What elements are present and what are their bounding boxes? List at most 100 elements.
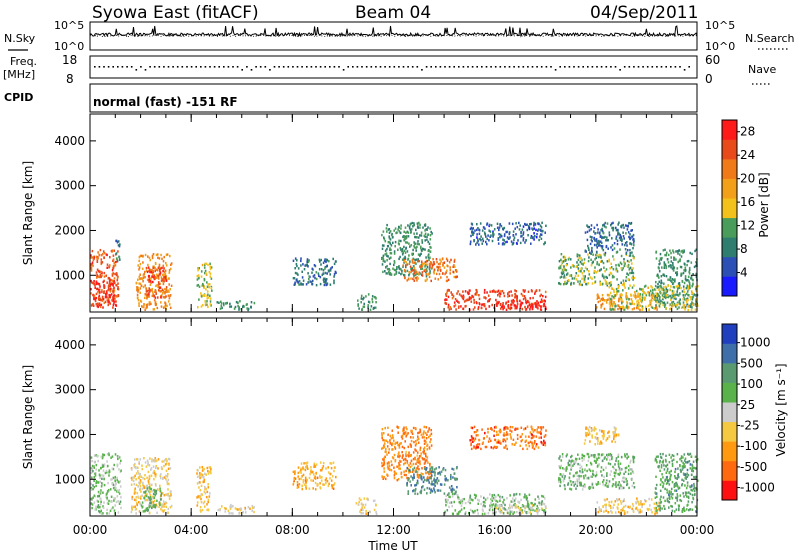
power-colorbar-tick: 20 [740,172,755,186]
velocity-colorbar-segment [722,480,737,501]
power-region [444,288,547,312]
nsearch-label: N.Search [745,32,795,45]
power-colorbar-segment [722,159,737,179]
velocity-colorbar-tick: 100 [740,377,763,391]
freq-series [94,66,690,71]
velocity-region [469,425,547,451]
power-colorbar-tick: 28 [740,125,755,139]
power-ytick-label: 3000 [54,179,85,193]
velocity-colorbar-tick: -1000 [740,481,775,495]
power-region [135,253,173,311]
cpid-text: normal (fast) -151 RF [93,95,238,109]
power-colorbar-segment [722,276,737,297]
power-colorbar-segment [722,256,737,277]
beam-title: Beam 04 [355,3,431,23]
velocity-colorbar-tick: -500 [740,460,767,474]
power-colorbar-segment [722,217,737,238]
x-tick-label: 12:00 [376,523,411,537]
x-tick-label: 08:00 [275,523,310,537]
velocity-ytick-label: 4000 [54,338,85,352]
nsky-series [89,25,698,38]
power-colorbar-tick: 4 [740,266,748,280]
power-region [402,257,458,283]
x-tick-label: 16:00 [477,523,512,537]
velocity-colorbar-segment [722,441,737,462]
velocity-colorbar-tick: -100 [740,439,767,453]
freq-label-2: [MHz] [3,68,35,81]
nsky-panel: N.Sky 10^5 10^0 10^5 10^0 N.Search [4,19,795,53]
nave-tick-top: 60 [705,53,720,67]
velocity-region [381,425,433,482]
date-title: 04/Sep/2011 [590,3,698,23]
power-colorbar-segment [722,120,737,140]
cpid-panel: CPID normal (fast) -151 RF [4,83,698,113]
velocity-region [583,425,620,446]
velocity-ytick-label: 2000 [54,427,85,441]
station-title: Syowa East (fitACF) [92,3,259,23]
power-region [115,239,121,262]
power-region [495,300,547,311]
velocity-ytick-label: 3000 [54,383,85,397]
power-ytick-label: 4000 [54,134,85,148]
velocity-ylabel: Slant Range [km] [21,365,35,469]
power-colorbar: 4 8 12 16 20 24 28 [721,119,755,297]
x-tick-label: 00:00 [680,523,715,537]
power-colorbar-label: Power [dB] [757,172,771,237]
nave-label: Nave [748,63,776,76]
power-region [584,221,635,255]
nsky-left-tick-top: 10^5 [54,19,84,32]
velocity-colorbar: 1000 500 100 25 -25 -100 -500 -1000 [721,323,775,501]
velocity-region [406,466,458,496]
velocity-region [217,503,255,515]
velocity-region [90,452,122,515]
freq-tick-top: 18 [62,53,77,67]
velocity-region [558,452,636,491]
power-ytick-label: 1000 [54,268,85,282]
velocity-colorbar-segment [722,324,737,344]
velocity-heatmap [90,425,699,516]
power-ylabel: Slant Range [km] [21,161,35,265]
freq-label-1: Freq. [10,55,37,68]
velocity-region [292,461,337,491]
power-colorbar-segment [722,237,737,258]
power-region [292,257,337,287]
power-region [558,253,636,287]
x-tick-label: 04:00 [174,523,209,537]
power-panel: 1000 2000 3000 4000 Slant Range [km] 4 8 12 16… [21,113,771,313]
nave-tick-bottom: 0 [705,72,713,86]
power-region [196,262,213,309]
velocity-region [495,503,547,515]
nsky-right-tick-bottom: 10^0 [705,40,735,53]
power-colorbar-segment [722,198,737,219]
freq-tick-bottom: 8 [66,72,74,86]
power-region [90,279,117,309]
velocity-colorbar-segment [722,343,737,364]
x-tick-label: 20:00 [579,523,614,537]
velocity-region [140,486,163,513]
power-region [608,284,699,312]
nsky-label: N.Sky [4,32,36,45]
power-region [469,221,547,246]
velocity-panel: 1000 2000 3000 4000 00:00 04:00 08:00 12:00 16:0… [21,317,788,553]
velocity-region [444,492,547,516]
power-region [216,300,256,312]
velocity-region [130,457,173,515]
velocity-colorbar-tick: 500 [740,356,763,370]
power-colorbar-segment [722,178,737,199]
velocity-colorbar-label: Velocity [m s⁻¹] [774,363,788,456]
x-axis-label: Time UT [367,539,418,553]
velocity-colorbar-segment [722,421,737,442]
power-colorbar-tick: 8 [740,242,748,256]
velocity-colorbar-segment [722,363,737,383]
velocity-colorbar-segment [722,402,737,423]
power-region [357,293,377,311]
velocity-ytick-label: 1000 [54,472,85,486]
cpid-label: CPID [4,91,33,104]
velocity-region [654,452,699,513]
velocity-colorbar-tick: 25 [740,398,755,412]
velocity-colorbar-tick: 1000 [740,336,771,350]
power-colorbar-tick: 12 [740,219,755,233]
velocity-colorbar-segment [722,460,737,481]
nsky-right-tick-top: 10^5 [705,19,735,32]
velocity-colorbar-segment [722,382,737,403]
